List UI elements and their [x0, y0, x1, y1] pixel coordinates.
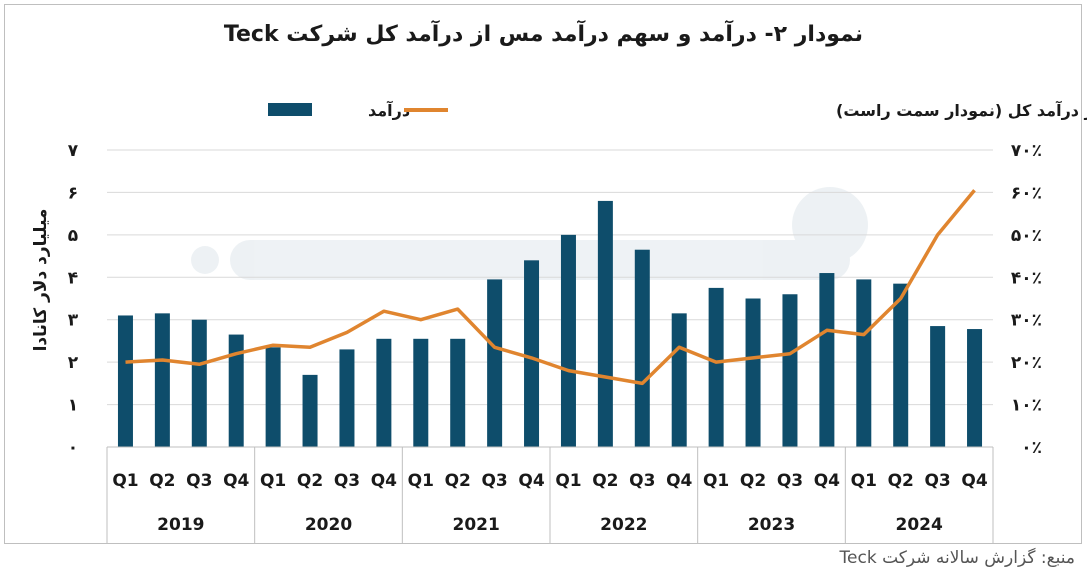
- revenue-bar: [634, 249, 650, 447]
- x-quarter-label: Q2: [888, 471, 914, 491]
- revenue-bar: [524, 260, 540, 447]
- y-axis-left-label: میلیارد دلار کانادا: [31, 209, 51, 352]
- x-quarter-label: Q1: [555, 471, 581, 491]
- y-left-tick-label: ۶: [68, 183, 78, 203]
- x-quarter-label: Q1: [112, 471, 138, 491]
- revenue-bar: [228, 334, 244, 447]
- y-right-tick-label: ۵۰٪: [1011, 226, 1042, 246]
- revenue-bar: [782, 294, 798, 447]
- x-quarter-label: Q1: [260, 471, 286, 491]
- x-quarter-label: Q2: [592, 471, 618, 491]
- watermark-logo: [191, 187, 868, 280]
- x-year-label: 2021: [453, 515, 500, 535]
- x-year-label: 2020: [305, 515, 352, 535]
- revenue-bar: [376, 338, 392, 447]
- x-quarter-label: Q3: [924, 471, 950, 491]
- chart-title: نمودار ۲- درآمد و سهم درآمد مس از درآمد …: [223, 22, 864, 47]
- y-right-tick-label: ۰٪: [1021, 438, 1042, 458]
- x-quarter-label: Q4: [666, 471, 692, 491]
- y-right-tick-label: ۴۰٪: [1011, 268, 1042, 288]
- revenue-bar: [117, 315, 133, 447]
- x-quarter-label: Q4: [814, 471, 840, 491]
- x-year-label: 2024: [896, 515, 943, 535]
- x-year-label: 2023: [748, 515, 795, 535]
- x-year-label: 2019: [157, 515, 204, 535]
- x-quarter-label: Q1: [703, 471, 729, 491]
- legend-swatch-revenue: [268, 103, 312, 116]
- revenue-bar: [450, 338, 466, 447]
- y-left-tick-label: ۱: [68, 396, 78, 416]
- x-quarter-label: Q2: [149, 471, 175, 491]
- y-left-tick-label: ۰: [68, 438, 78, 458]
- revenue-bar: [708, 287, 724, 447]
- x-quarter-label: Q3: [334, 471, 360, 491]
- chart-frame: [4, 4, 1082, 544]
- x-quarter-label: Q1: [851, 471, 877, 491]
- revenue-bar: [191, 319, 207, 447]
- revenue-bar: [302, 374, 318, 447]
- revenue-bar: [487, 279, 503, 447]
- y-right-tick-label: ۷۰٪: [1011, 141, 1042, 161]
- revenue-bar: [154, 313, 170, 447]
- y-left-tick-label: ۵: [68, 226, 78, 246]
- revenue-bar: [413, 338, 429, 447]
- revenue-bar: [893, 283, 909, 447]
- x-quarter-label: Q3: [481, 471, 507, 491]
- y-right-tick-label: ۶۰٪: [1011, 183, 1042, 203]
- revenue-bar: [265, 347, 281, 447]
- y-left-tick-label: ۳: [68, 311, 79, 331]
- y-left-tick-label: ۷: [68, 141, 79, 161]
- copper-share-line: [125, 189, 976, 386]
- revenue-bar: [597, 200, 613, 447]
- y-right-tick-label: ۲۰٪: [1011, 353, 1042, 373]
- revenue-bar: [856, 279, 872, 447]
- revenue-bar: [930, 326, 946, 447]
- x-quarter-label: Q4: [518, 471, 544, 491]
- x-quarter-label: Q4: [371, 471, 397, 491]
- x-quarter-label: Q2: [445, 471, 471, 491]
- x-quarter-label: Q2: [740, 471, 766, 491]
- x-quarter-label: Q4: [223, 471, 249, 491]
- revenue-bar: [339, 349, 355, 447]
- revenue-bar: [560, 234, 576, 447]
- revenue-bar: [671, 313, 687, 447]
- x-quarter-label: Q4: [961, 471, 987, 491]
- x-year-label: 2022: [600, 515, 647, 535]
- y-right-tick-label: ۱۰٪: [1011, 396, 1042, 416]
- x-quarter-label: Q1: [408, 471, 434, 491]
- legend-label-copper-share: سهم درآمد مس از درآمد کل (نمودار سمت راس…: [836, 100, 1087, 120]
- y-left-tick-label: ۲: [68, 353, 79, 373]
- legend-label-revenue: درآمد: [368, 100, 410, 120]
- x-quarter-label: Q2: [297, 471, 323, 491]
- revenue-bar: [967, 329, 983, 447]
- x-quarter-label: Q3: [629, 471, 655, 491]
- source-note: منبع: گزارش سالانه شرکت Teck: [839, 548, 1075, 568]
- x-quarter-label: Q3: [777, 471, 803, 491]
- revenue-bar: [745, 298, 761, 447]
- revenue-bar: [819, 273, 835, 447]
- x-quarter-label: Q3: [186, 471, 212, 491]
- y-right-tick-label: ۳۰٪: [1011, 311, 1042, 331]
- y-left-tick-label: ۴: [68, 268, 78, 288]
